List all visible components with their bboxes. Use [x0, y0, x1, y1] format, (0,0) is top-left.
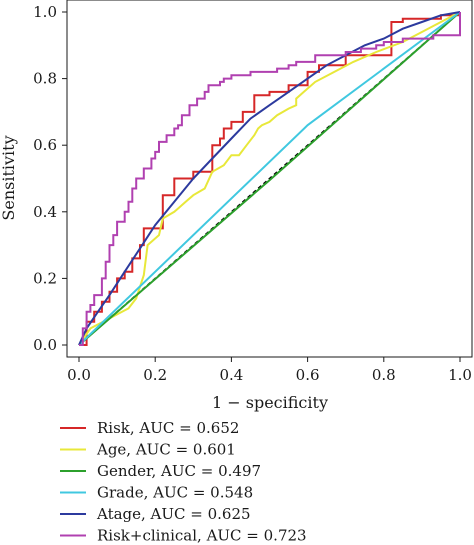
series-line-6 [79, 12, 461, 346]
plot-frame [66, 0, 473, 358]
y-axis-ticks: 0.0 0.2 0.4 0.6 0.8 1.0 [33, 3, 67, 354]
y-tick-label: 0.0 [33, 336, 57, 354]
legend: Risk, AUC = 0.652 Age, AUC = 0.601 Gender,… [60, 419, 307, 545]
x-tick-label: 1.0 [448, 366, 472, 384]
series-line-3 [78, 11, 461, 346]
x-tick-label: 0.4 [219, 366, 243, 384]
x-tick-label: 0.0 [67, 366, 91, 384]
legend-label-2: Age, AUC = 0.601 [96, 441, 236, 459]
y-axis-title: Sensitivity [0, 135, 18, 220]
y-tick-label: 0.6 [33, 136, 57, 154]
x-tick-label: 0.8 [372, 366, 396, 384]
series-line-4 [78, 11, 461, 346]
legend-label-5: Atage, AUC = 0.625 [96, 505, 251, 523]
legend-label-4: Grade, AUC = 0.548 [97, 484, 253, 502]
legend-label-6: Risk+clinical, AUC = 0.723 [97, 527, 307, 545]
y-tick-label: 0.8 [33, 70, 57, 88]
legend-label-3: Gender, AUC = 0.497 [97, 462, 261, 480]
y-tick-label: 0.2 [33, 269, 57, 287]
y-tick-label: 1.0 [33, 3, 57, 21]
y-tick-label: 0.4 [33, 203, 57, 221]
series-line-5 [78, 11, 461, 346]
series-layer [78, 11, 461, 346]
x-axis-title: 1 − specificity [212, 393, 328, 412]
x-axis-ticks: 0.0 0.2 0.4 0.6 0.8 1.0 [67, 357, 472, 384]
x-tick-label: 0.2 [143, 366, 167, 384]
series-line-2 [78, 11, 461, 346]
x-tick-label: 0.6 [296, 366, 320, 384]
legend-label-1: Risk, AUC = 0.652 [97, 419, 239, 437]
